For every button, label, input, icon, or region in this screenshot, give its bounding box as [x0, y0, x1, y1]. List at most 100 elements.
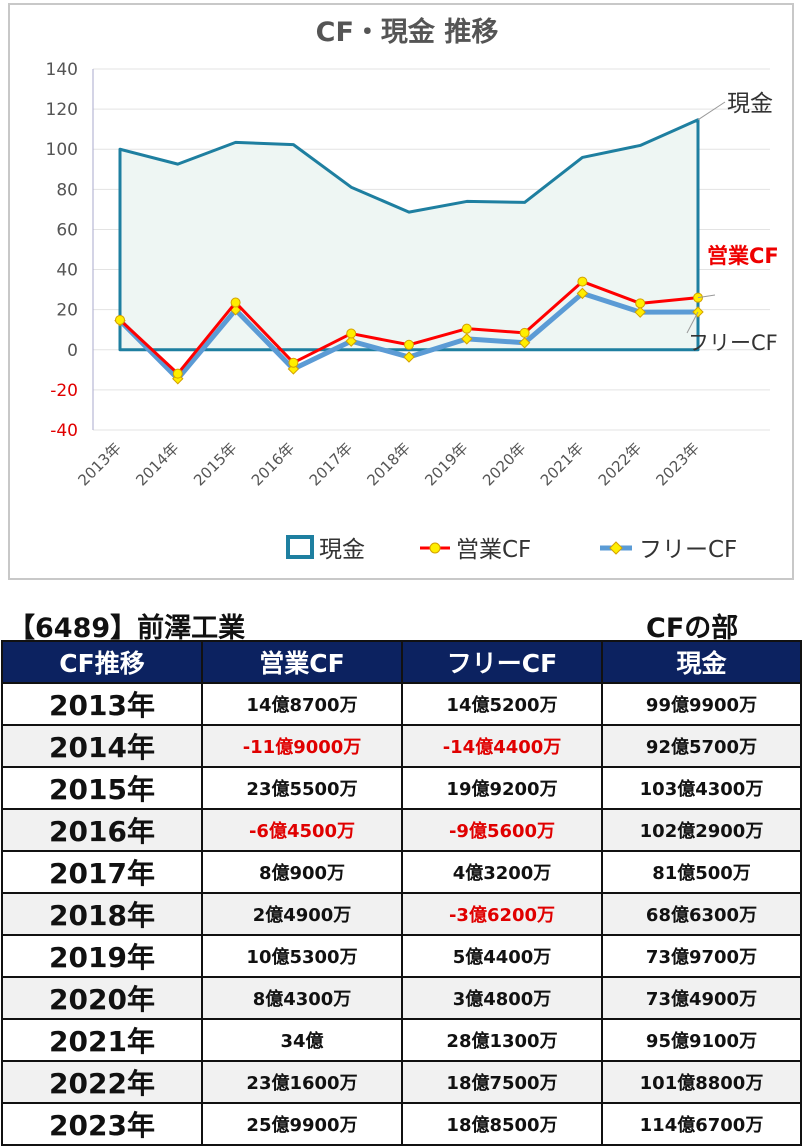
free-cf-cell: 3億4800万	[401, 976, 603, 1020]
year-cell: 2014年	[1, 724, 203, 768]
series-marker	[518, 337, 531, 349]
legend-marker-free-cf	[609, 541, 623, 555]
cash-area	[118, 118, 700, 352]
operating-cf-cell: -6億4500万	[201, 808, 403, 852]
year-cell: 2022年	[1, 1060, 203, 1104]
operating-cf-cell: 14億8700万	[201, 682, 403, 726]
y-tick-label: -20	[50, 381, 78, 401]
company-label: 【6489】前澤工業	[8, 613, 246, 644]
series-marker	[404, 339, 414, 350]
free-cf-cell: 4億3200万	[401, 850, 603, 894]
y-tick-label: 80	[56, 180, 78, 200]
free-cf-cell: -14億4400万	[401, 724, 603, 768]
cash-cell: 114億6700万	[601, 1102, 802, 1146]
operating-cf-cell: -11億9000万	[201, 724, 403, 768]
series-marker	[577, 276, 588, 287]
y-tick-label: 140	[46, 60, 78, 80]
cash-cell: 103億4300万	[601, 766, 802, 810]
year-cell: 2023年	[1, 1102, 203, 1146]
table-row: 2018年 2億4900万 -3億6200万 68億6300万	[1, 892, 802, 936]
year-cell: 2013年	[1, 682, 203, 726]
end-label-free-cf: フリーCF	[688, 331, 778, 355]
operating-cf-cell: 8億4300万	[201, 976, 403, 1020]
header-operating-cf: 営業CF	[201, 640, 403, 684]
cash-cell: 73億9700万	[601, 934, 802, 978]
year-cell: 2019年	[1, 934, 203, 978]
cash-cell: 95億9100万	[601, 1018, 802, 1062]
x-tick-label: 2016年	[248, 439, 298, 489]
year-cell: 2018年	[1, 892, 203, 936]
operating-cf-cell: 2億4900万	[201, 892, 403, 936]
series-marker	[172, 368, 183, 379]
header-cf-trend: CF推移	[1, 640, 203, 684]
free-cf-cell: -3億6200万	[401, 892, 603, 936]
series-marker	[635, 298, 646, 309]
x-tick-label: 2017年	[306, 439, 356, 489]
x-tick-label: 2021年	[537, 439, 587, 489]
series-marker	[461, 323, 472, 334]
end-label-operating-cf: 営業CF	[707, 244, 779, 268]
section-label: CFの部	[646, 613, 739, 644]
cash-cell: 68億6300万	[601, 892, 802, 936]
operating-cf-cell: 23億1600万	[201, 1060, 403, 1104]
cf-cash-chart: CF・現金 推移140120100806040200-20-40現金営業CFフリ…	[46, 16, 779, 563]
free-cf-cell: 18億8500万	[401, 1102, 603, 1146]
table-row: 2017年 8億900万 4億3200万 81億500万	[1, 850, 802, 894]
x-tick-label: 2023年	[652, 439, 702, 489]
x-tick-label: 2019年	[421, 439, 471, 489]
y-tick-label: -40	[50, 421, 78, 441]
table-row: 2019年 10億5300万 5億4400万 73億9700万	[1, 934, 802, 978]
year-cell: 2017年	[1, 850, 203, 894]
legend-label-cash: 現金	[319, 537, 365, 563]
legend-marker-operating-cf	[429, 542, 441, 554]
series-marker	[692, 306, 704, 318]
table-row: 2015年 23億5500万 19億9200万 103億4300万	[1, 766, 802, 810]
series-marker	[346, 328, 357, 339]
x-tick-label: 2022年	[595, 439, 645, 489]
table-header-row: CF推移 営業CF フリーCF 現金	[1, 640, 802, 684]
leader-line	[686, 311, 699, 334]
cash-cell: 102億2900万	[601, 808, 802, 852]
operating-cf-cell: 23億5500万	[201, 766, 403, 810]
y-tick-label: 120	[46, 100, 78, 120]
chart-title: CF・現金 推移	[316, 16, 499, 48]
year-cell: 2021年	[1, 1018, 203, 1062]
series-marker	[634, 306, 646, 318]
x-tick-label: 2020年	[479, 439, 529, 489]
series-marker	[576, 287, 589, 300]
series-marker	[288, 357, 299, 368]
legend-label-free-cf: フリーCF	[639, 537, 737, 563]
y-tick-label: 100	[46, 140, 78, 160]
table-row: 2014年 -11億9000万 -14億4400万 92億5700万	[1, 724, 802, 768]
x-tick-label: 2015年	[190, 439, 240, 489]
free-cf-cell: 19億9200万	[401, 766, 603, 810]
series-marker	[403, 351, 415, 363]
free-cf-cell: 18億7500万	[401, 1060, 603, 1104]
series-marker	[461, 333, 473, 345]
cf-table: CF推移 営業CF フリーCF 現金 2013年 14億8700万 14億5200万…	[1, 640, 802, 1146]
year-cell: 2016年	[1, 808, 203, 852]
leader-line	[697, 294, 716, 299]
chart-panel: CF・現金 推移 140 120 100 80 60 40 20 0 -20 -40 現金 営業CF フリ…	[8, 3, 794, 580]
table-row: 2022年 23億1600万 18億7500万 101億8800万	[1, 1060, 802, 1104]
y-tick-label: 60	[56, 220, 78, 240]
free-cf-cell: 5億4400万	[401, 934, 603, 978]
header-free-cf: フリーCF	[401, 640, 603, 684]
table-row: 2023年 25億9900万 18億8500万 114億6700万	[1, 1102, 802, 1146]
legend-swatch-cash	[286, 535, 314, 559]
x-tick-label: 2013年	[74, 439, 124, 489]
table-row: 2020年 8億4300万 3億4800万 73億4900万	[1, 976, 802, 1020]
y-tick-label: 40	[56, 261, 78, 281]
operating-cf-cell: 25億9900万	[201, 1102, 403, 1146]
cash-cell: 101億8800万	[601, 1060, 802, 1104]
series-marker	[519, 327, 530, 338]
free-cf-cell: 28億1300万	[401, 1018, 603, 1062]
leader-line	[697, 101, 726, 121]
series-marker	[230, 297, 241, 308]
cash-cell: 81億500万	[601, 850, 802, 894]
cash-cell: 92億5700万	[601, 724, 802, 768]
header-cash: 現金	[601, 640, 802, 684]
year-cell: 2015年	[1, 766, 203, 810]
free-cf-cell: -9億5600万	[401, 808, 603, 852]
x-tick-label: 2014年	[132, 439, 182, 489]
